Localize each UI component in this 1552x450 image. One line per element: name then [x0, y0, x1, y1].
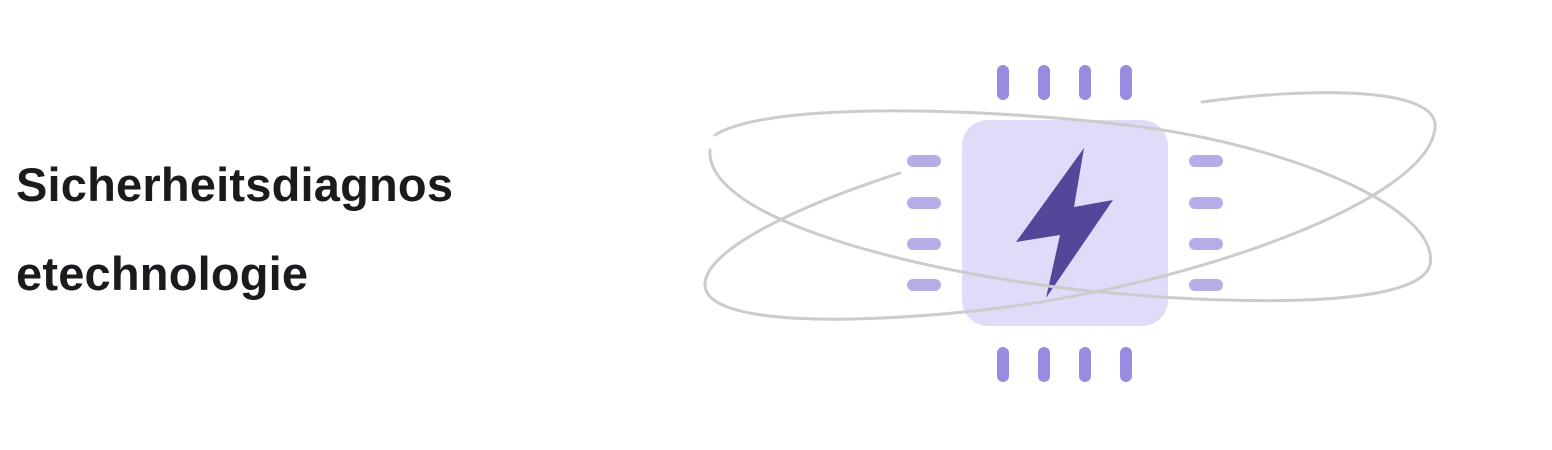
chip-pins-top	[997, 65, 1132, 100]
lightning-bolt-icon	[1016, 148, 1113, 298]
chip-pins-bottom	[997, 347, 1132, 382]
feature-title-line-2: etechnologie	[16, 247, 309, 300]
chip-pins-right	[1189, 155, 1223, 291]
feature-title: Sicherheitsdiagnos etechnologie	[16, 140, 536, 318]
feature-title-line-1: Sicherheitsdiagnos	[16, 158, 454, 211]
orbit-ring-a	[703, 91, 1437, 321]
chip-pins-left	[907, 155, 941, 291]
orbit-ring-icon	[703, 91, 1437, 321]
orbit-ring-b	[708, 109, 1432, 303]
